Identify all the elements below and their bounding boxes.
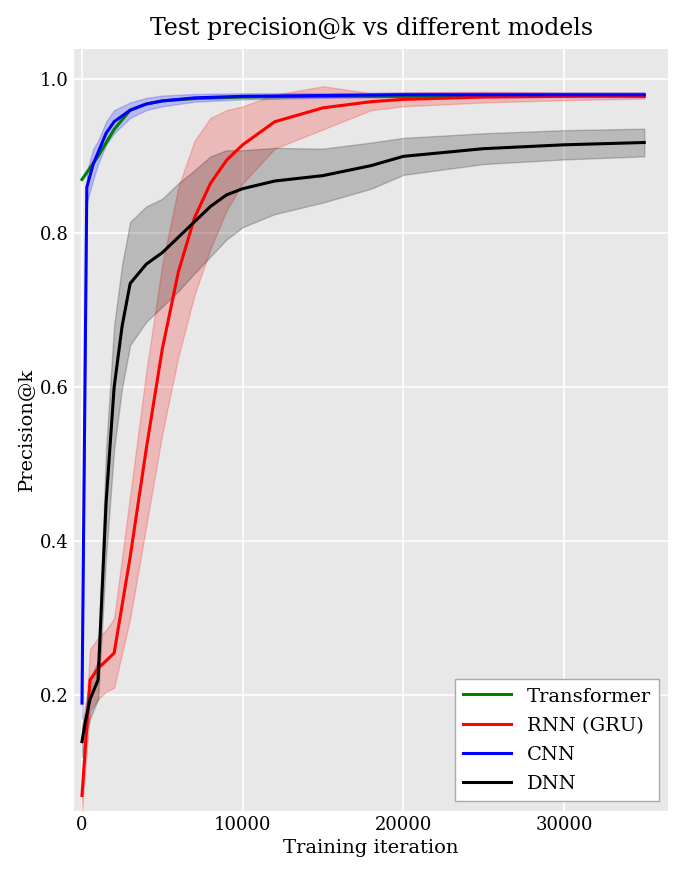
- Transformer: [319, 91, 327, 101]
- Transformer: [158, 95, 166, 106]
- CNN: [89, 159, 97, 170]
- RNN (GRU): [560, 91, 568, 101]
- DNN: [271, 176, 279, 186]
- CNN: [399, 89, 408, 100]
- DNN: [158, 247, 166, 258]
- Transformer: [142, 99, 150, 109]
- DNN: [479, 143, 488, 154]
- CNN: [560, 89, 568, 100]
- RNN (GRU): [367, 96, 375, 107]
- RNN (GRU): [110, 648, 119, 658]
- DNN: [190, 217, 199, 227]
- CNN: [142, 99, 150, 109]
- Transformer: [126, 105, 134, 115]
- DNN: [206, 201, 214, 212]
- DNN: [86, 694, 94, 704]
- RNN (GRU): [640, 90, 648, 101]
- Legend: Transformer, RNN (GRU), CNN, DNN: Transformer, RNN (GRU), CNN, DNN: [455, 679, 658, 801]
- RNN (GRU): [238, 140, 247, 150]
- RNN (GRU): [319, 102, 327, 113]
- CNN: [640, 89, 648, 100]
- DNN: [118, 321, 126, 331]
- DNN: [110, 382, 119, 392]
- RNN (GRU): [102, 656, 110, 666]
- Line: CNN: CNN: [82, 94, 644, 703]
- Transformer: [78, 174, 86, 184]
- CNN: [190, 93, 199, 103]
- CNN: [86, 170, 94, 181]
- Transformer: [640, 91, 648, 101]
- CNN: [78, 697, 86, 708]
- DNN: [102, 497, 110, 508]
- CNN: [238, 91, 247, 101]
- Y-axis label: Precision@k: Precision@k: [16, 368, 35, 491]
- Transformer: [110, 124, 119, 135]
- DNN: [399, 151, 408, 162]
- RNN (GRU): [158, 343, 166, 354]
- RNN (GRU): [142, 444, 150, 454]
- RNN (GRU): [94, 663, 102, 674]
- RNN (GRU): [126, 551, 134, 562]
- DNN: [238, 184, 247, 194]
- RNN (GRU): [271, 116, 279, 127]
- X-axis label: Training iteration: Training iteration: [284, 839, 459, 857]
- Transformer: [560, 90, 568, 101]
- Title: Test precision@k vs different models: Test precision@k vs different models: [149, 17, 593, 39]
- Line: Transformer: Transformer: [82, 95, 644, 179]
- DNN: [78, 737, 86, 747]
- DNN: [560, 140, 568, 150]
- DNN: [142, 259, 150, 269]
- DNN: [81, 717, 89, 727]
- Line: RNN (GRU): RNN (GRU): [82, 95, 644, 795]
- DNN: [367, 160, 375, 170]
- RNN (GRU): [223, 155, 231, 165]
- Line: DNN: DNN: [82, 142, 644, 742]
- CNN: [94, 148, 102, 158]
- Transformer: [86, 163, 94, 173]
- Transformer: [479, 90, 488, 101]
- CNN: [126, 105, 134, 115]
- CNN: [319, 90, 327, 101]
- RNN (GRU): [479, 92, 488, 102]
- CNN: [110, 116, 119, 127]
- CNN: [158, 95, 166, 106]
- Transformer: [238, 92, 247, 102]
- CNN: [102, 128, 110, 138]
- RNN (GRU): [206, 178, 214, 189]
- RNN (GRU): [86, 675, 94, 685]
- DNN: [94, 675, 102, 685]
- RNN (GRU): [399, 94, 408, 105]
- DNN: [223, 190, 231, 200]
- CNN: [479, 89, 488, 100]
- DNN: [126, 278, 134, 288]
- DNN: [174, 232, 182, 242]
- RNN (GRU): [190, 212, 199, 223]
- DNN: [319, 170, 327, 181]
- Transformer: [94, 151, 102, 162]
- RNN (GRU): [78, 790, 86, 801]
- CNN: [83, 182, 91, 192]
- Transformer: [190, 94, 199, 104]
- Transformer: [399, 91, 408, 101]
- RNN (GRU): [174, 267, 182, 277]
- DNN: [640, 137, 648, 148]
